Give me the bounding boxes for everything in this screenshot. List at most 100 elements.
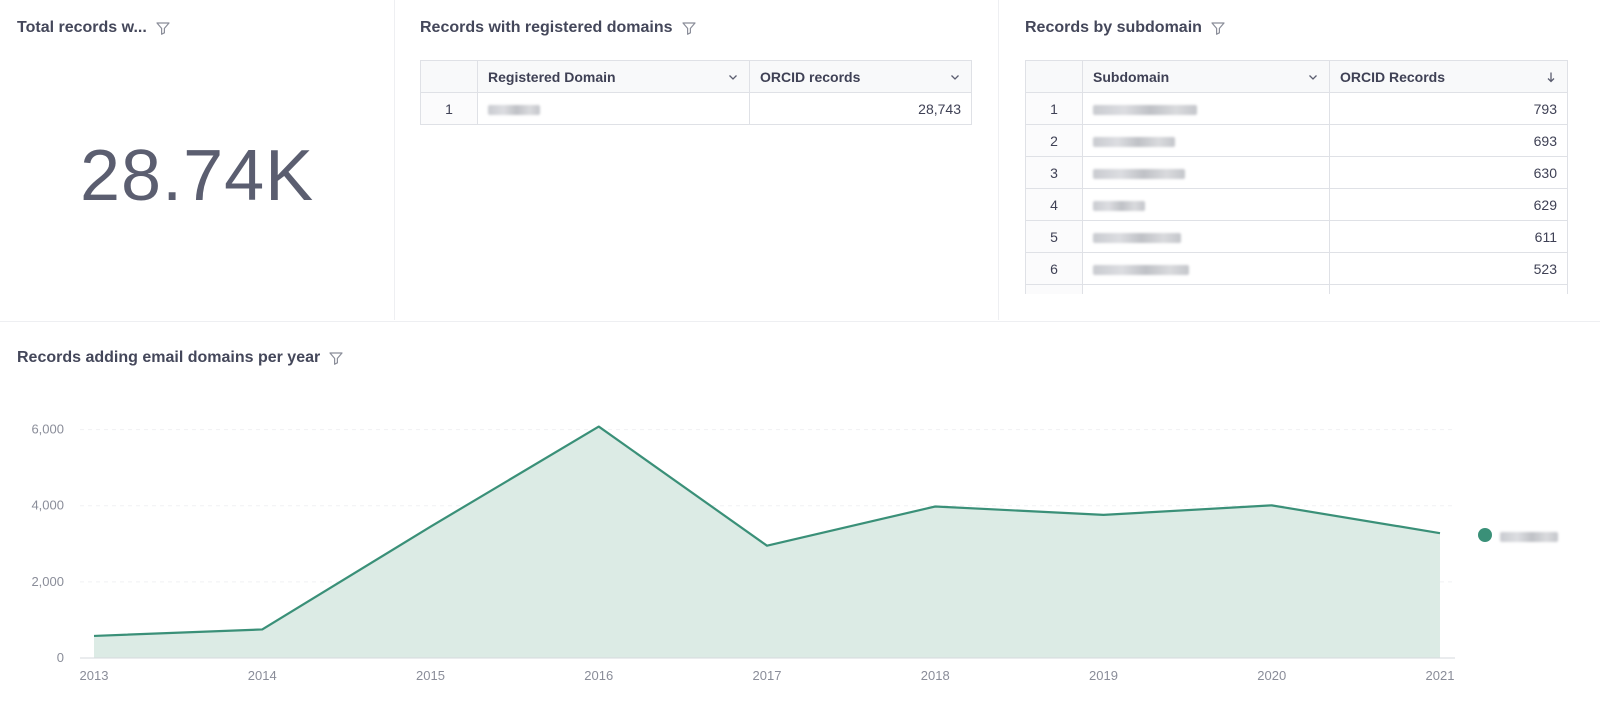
y-tick-label: 0 <box>57 650 64 665</box>
filter-icon[interactable] <box>681 20 697 36</box>
redacted-subdomain <box>1093 200 1145 211</box>
index-column-header <box>420 60 478 93</box>
chart-panel: Records adding email domains per year 0 2… <box>0 322 1600 721</box>
subdomain-cell <box>1082 284 1330 294</box>
table-row[interactable]: 6 523 <box>1025 252 1568 285</box>
redacted-domain <box>488 104 540 115</box>
subdomain-cell <box>1082 124 1330 157</box>
subdomain-column-header[interactable]: Subdomain <box>1082 60 1330 93</box>
x-tick-label: 2021 <box>1426 668 1455 683</box>
column-header-label: ORCID records <box>760 68 861 85</box>
subdomain-table: Subdomain ORCID Records 1 <box>1025 60 1568 294</box>
subdomain-cell <box>1082 252 1330 285</box>
table-row[interactable]: 5 611 <box>1025 220 1568 253</box>
area-fill <box>94 426 1440 658</box>
filter-icon[interactable] <box>155 20 171 36</box>
data-point[interactable] <box>259 626 265 632</box>
x-tick-label: 2018 <box>921 668 950 683</box>
data-point[interactable] <box>596 424 602 430</box>
redacted-subdomain <box>1093 168 1185 179</box>
column-header-label: Registered Domain <box>488 68 616 85</box>
index-column-header <box>1025 60 1083 93</box>
column-header-label: ORCID Records <box>1340 68 1446 85</box>
registered-domain-cell <box>477 92 750 125</box>
x-tick-label: 2019 <box>1089 668 1118 683</box>
x-tick-label: 2015 <box>416 668 445 683</box>
panel-divider <box>394 0 395 320</box>
table-row[interactable]: 4 629 <box>1025 188 1568 221</box>
row-divider <box>0 321 1600 322</box>
orcid-records-cell: 523 <box>1329 252 1568 285</box>
table-row[interactable] <box>1025 284 1568 294</box>
panel-title: Records adding email domains per year <box>17 349 344 367</box>
redacted-subdomain <box>1093 104 1197 115</box>
row-index <box>1025 284 1083 294</box>
x-tick-label: 2017 <box>753 668 782 683</box>
subdomain-cell <box>1082 156 1330 189</box>
area-chart[interactable]: 0 2,000 4,000 6,000 2013 2014 2015 2016 2017 2018… <box>0 322 1600 721</box>
data-point[interactable] <box>91 633 97 639</box>
row-index: 5 <box>1025 220 1083 253</box>
filter-icon[interactable] <box>328 350 344 366</box>
row-index: 4 <box>1025 188 1083 221</box>
registered-domain-column-header[interactable]: Registered Domain <box>477 60 750 93</box>
orcid-records-cell: 629 <box>1329 188 1568 221</box>
table-row[interactable]: 3 630 <box>1025 156 1568 189</box>
panel-title: Total records w... <box>17 19 171 37</box>
registered-domains-title: Records with registered domains <box>420 19 673 36</box>
data-point[interactable] <box>764 543 770 549</box>
chevron-down-icon[interactable] <box>949 71 961 83</box>
panel-divider <box>998 0 999 320</box>
x-tick-label: 2016 <box>584 668 613 683</box>
total-records-title: Total records w... <box>17 19 147 36</box>
total-records-panel: Total records w... 28.74K <box>0 0 394 320</box>
data-point[interactable] <box>1437 530 1443 536</box>
data-point[interactable] <box>428 524 434 530</box>
orcid-records-cell: 28,743 <box>749 92 972 125</box>
filter-icon[interactable] <box>1210 20 1226 36</box>
redacted-subdomain <box>1093 136 1175 147</box>
panel-title: Records by subdomain <box>1025 19 1226 37</box>
subdomain-cell <box>1082 220 1330 253</box>
data-point[interactable] <box>932 504 938 510</box>
row-index: 6 <box>1025 252 1083 285</box>
chevron-down-icon[interactable] <box>1307 71 1319 83</box>
data-point[interactable] <box>1269 502 1275 508</box>
orcid-records-column-header[interactable]: ORCID records <box>749 60 972 93</box>
orcid-records-cell: 611 <box>1329 220 1568 253</box>
redacted-subdomain <box>1093 264 1189 275</box>
orcid-records-cell: 693 <box>1329 124 1568 157</box>
orcid-records-cell <box>1329 284 1568 294</box>
subdomain-table-scroll[interactable]: Subdomain ORCID Records 1 <box>1025 60 1568 294</box>
chevron-down-icon[interactable] <box>727 71 739 83</box>
redacted-subdomain <box>1093 232 1181 243</box>
registered-domains-table: Registered Domain ORCID records 1 28,743 <box>420 60 972 125</box>
subdomain-cell <box>1082 92 1330 125</box>
series-line[interactable] <box>93 425 1441 638</box>
data-point[interactable] <box>1101 512 1107 518</box>
x-tick-label: 2013 <box>80 668 109 683</box>
table-header-row: Registered Domain ORCID records <box>420 60 972 93</box>
legend-marker[interactable] <box>1478 528 1492 542</box>
total-records-value: 28.74K <box>80 136 315 216</box>
sort-arrow-down-icon[interactable] <box>1545 71 1557 83</box>
orcid-records-cell: 630 <box>1329 156 1568 189</box>
panel-title: Records with registered domains <box>420 19 697 37</box>
registered-domains-panel: Records with registered domains Register… <box>395 0 998 320</box>
x-tick-label: 2014 <box>248 668 277 683</box>
row-index: 1 <box>420 92 478 125</box>
table-row[interactable]: 2 693 <box>1025 124 1568 157</box>
table-row[interactable]: 1 28,743 <box>420 92 972 125</box>
table-row[interactable]: 1 793 <box>1025 92 1568 125</box>
subdomain-cell <box>1082 188 1330 221</box>
y-tick-label: 2,000 <box>31 574 64 589</box>
chart-area-layer <box>91 424 1443 658</box>
chart-axes: 0 2,000 4,000 6,000 2013 2014 2015 2016 2017 2018… <box>31 422 1455 683</box>
row-index: 2 <box>1025 124 1083 157</box>
subdomain-title: Records by subdomain <box>1025 19 1202 36</box>
orcid-records-cell: 793 <box>1329 92 1568 125</box>
orcid-records-column-header[interactable]: ORCID Records <box>1329 60 1568 93</box>
subdomain-panel: Records by subdomain Subdomain ORCID Rec… <box>999 0 1600 320</box>
table-header-row: Subdomain ORCID Records <box>1025 60 1568 93</box>
x-tick-label: 2020 <box>1257 668 1286 683</box>
